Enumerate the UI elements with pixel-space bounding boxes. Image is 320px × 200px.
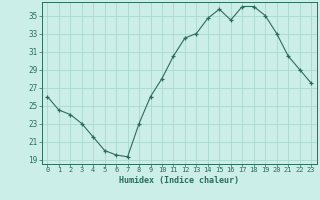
X-axis label: Humidex (Indice chaleur): Humidex (Indice chaleur) [119,176,239,185]
